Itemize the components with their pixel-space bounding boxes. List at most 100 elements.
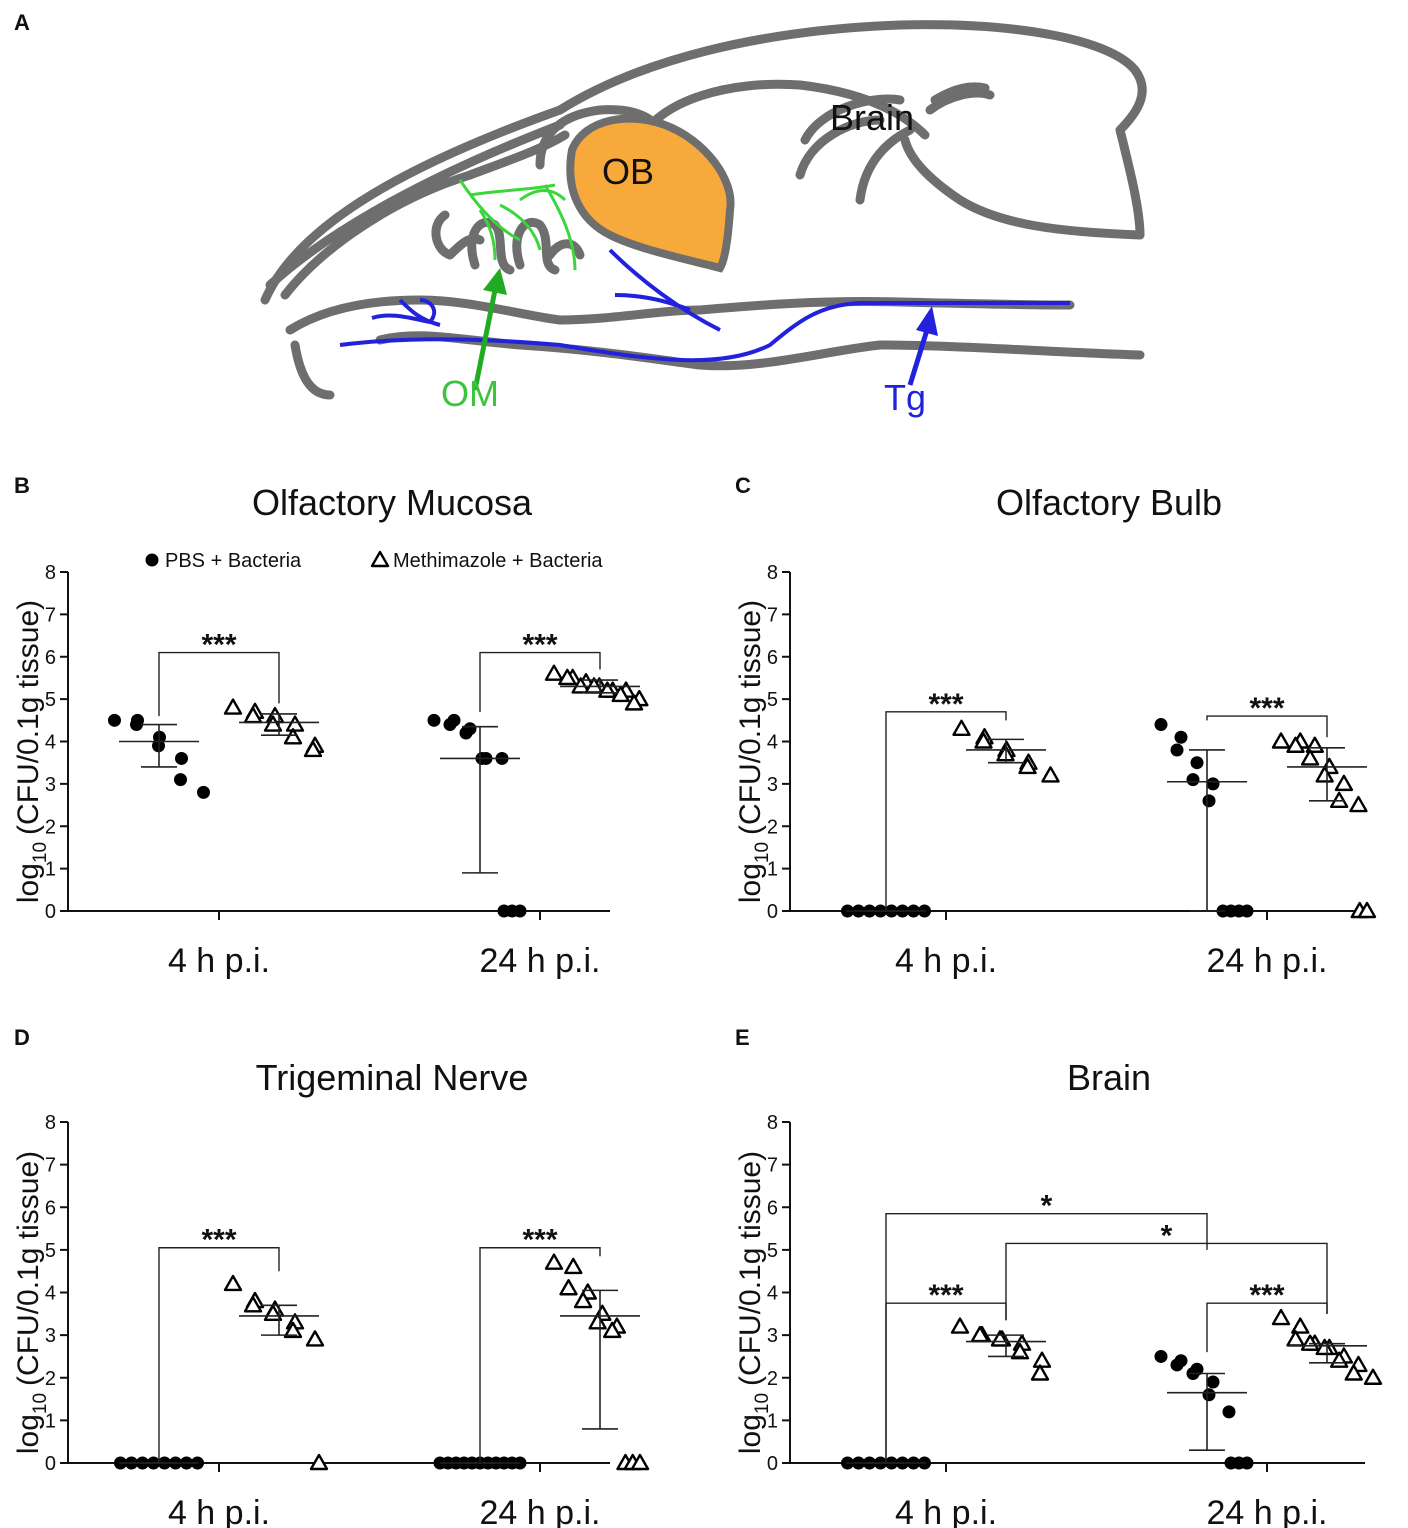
- axis-line: [67, 1122, 610, 1464]
- data-point: [559, 1279, 578, 1296]
- significance-bracket: [885, 1212, 1208, 1463]
- panel-label: B: [14, 473, 30, 498]
- iqr-whisker: [582, 1289, 618, 1430]
- y-axis-label-part: log: [12, 863, 45, 903]
- significance-bracket: [885, 1302, 1007, 1463]
- data-point: [459, 726, 473, 740]
- data-point: [1334, 774, 1354, 792]
- significance-label: *: [1161, 1219, 1173, 1252]
- y-tick-label: 6: [767, 1197, 778, 1219]
- data-point: [588, 1313, 607, 1330]
- y-axis-label-part: (CFU/0.1g tissue): [12, 1151, 45, 1386]
- x-tick-label: 24 h p.i.: [1207, 1494, 1328, 1528]
- data-point: [602, 1321, 622, 1339]
- data-point: [263, 715, 283, 732]
- data-point: [1170, 1358, 1184, 1372]
- data-point: [558, 668, 577, 686]
- data-point: [1222, 1405, 1236, 1419]
- legend-label: PBS + Bacteria: [165, 550, 302, 572]
- x-tick-label: 24 h p.i.: [480, 942, 601, 980]
- significance-label: ***: [928, 688, 963, 721]
- y-tick-label: 3: [767, 1325, 778, 1347]
- y-tick-label: 6: [45, 647, 56, 669]
- x-tick-label: 4 h p.i.: [168, 1494, 270, 1528]
- y-axis-label: log10 (CFU/0.1g tissue): [734, 600, 773, 903]
- y-tick-label: 0: [45, 901, 56, 923]
- chart-title: Olfactory Bulb: [996, 482, 1222, 523]
- data-point: [309, 1453, 329, 1471]
- data-point: [1291, 1317, 1310, 1334]
- significance-label: ***: [201, 1224, 236, 1257]
- x-tick-label: 24 h p.i.: [1207, 942, 1328, 980]
- y-tick-label: 1: [45, 1410, 56, 1432]
- iqr-whisker: [582, 679, 618, 694]
- chart-panel: E Brain log10 (CFU/0.1g tissue) 0 1 2 3 4 5 6 7 8 4 h…: [734, 1025, 1383, 1528]
- y-tick-label: 5: [767, 1240, 778, 1262]
- chart-panel: D Trigeminal Nerve log10 (CFU/0.1g tissue) 0…: [12, 1025, 650, 1528]
- y-tick-label: 6: [45, 1197, 56, 1219]
- significance-bracket: [158, 1247, 280, 1463]
- y-tick-label: 7: [45, 1155, 56, 1177]
- data-point: [1240, 1456, 1254, 1470]
- data-point: [1349, 795, 1368, 813]
- data-point: [630, 1453, 650, 1471]
- data-point: [571, 677, 590, 694]
- significance-label: ***: [1249, 692, 1284, 725]
- y-tick-label: 6: [767, 647, 778, 669]
- data-point: [108, 713, 121, 727]
- data-point: [1018, 757, 1037, 775]
- panel-label: C: [735, 473, 751, 498]
- y-axis-label-sub: 10: [752, 842, 773, 863]
- y-axis-label-part: log: [734, 863, 767, 903]
- panel-label: D: [14, 1025, 30, 1050]
- y-tick-label: 7: [767, 604, 778, 626]
- data-point: [1174, 730, 1188, 744]
- data-point: [974, 732, 993, 749]
- data-point: [175, 751, 188, 765]
- data-point: [1206, 777, 1220, 791]
- iqr-whisker: [1309, 1342, 1345, 1364]
- data-point: [303, 740, 323, 758]
- significance-label: ***: [928, 1279, 963, 1312]
- iqr-whisker: [988, 1334, 1024, 1358]
- data-point: [285, 715, 305, 732]
- y-tick-label: 1: [767, 859, 778, 881]
- significance-label: ***: [1249, 1279, 1284, 1312]
- data-point: [283, 1321, 303, 1339]
- data-point: [243, 1296, 263, 1313]
- y-tick-label: 7: [45, 604, 56, 626]
- iqr-whisker: [988, 738, 1024, 764]
- data-point: [1032, 1351, 1052, 1368]
- diagram-label: Brain: [830, 97, 914, 138]
- y-tick-label: 5: [45, 1240, 56, 1262]
- iqr-whisker: [462, 725, 498, 874]
- y-tick-label: 2: [45, 816, 56, 838]
- head-diagram: [260, 20, 1147, 400]
- chart-panel: B Olfactory Mucosa log10 (CFU/0.1g tissue) 0…: [12, 473, 649, 980]
- y-tick-label: 0: [767, 1453, 778, 1475]
- iqr-whisker: [141, 723, 177, 768]
- y-tick-label: 3: [767, 774, 778, 796]
- significance-bracket: [885, 711, 1007, 911]
- significance-bracket: [1206, 715, 1328, 738]
- significance-bracket: [158, 651, 280, 717]
- iqr-whisker: [261, 1304, 297, 1336]
- iqr-whisker: [1309, 747, 1345, 802]
- data-point: [1202, 1388, 1216, 1402]
- data-point: [223, 1274, 243, 1292]
- diagram-label: Tg: [884, 377, 926, 418]
- data-point: [283, 728, 303, 745]
- y-axis-label-part: log: [12, 1414, 45, 1454]
- iqr-whisker: [261, 713, 297, 736]
- y-tick-label: 5: [767, 689, 778, 711]
- y-axis-label-part: (CFU/0.1g tissue): [734, 1151, 767, 1386]
- x-tick-label: 4 h p.i.: [895, 1494, 997, 1528]
- y-axis-label-part: (CFU/0.1g tissue): [734, 600, 767, 835]
- data-point: [1170, 743, 1184, 757]
- significance-label: ***: [201, 629, 236, 662]
- data-point: [1202, 794, 1216, 808]
- y-tick-label: 8: [767, 562, 778, 584]
- y-tick-label: 3: [45, 774, 56, 796]
- y-tick-label: 8: [767, 1112, 778, 1134]
- y-tick-label: 5: [45, 689, 56, 711]
